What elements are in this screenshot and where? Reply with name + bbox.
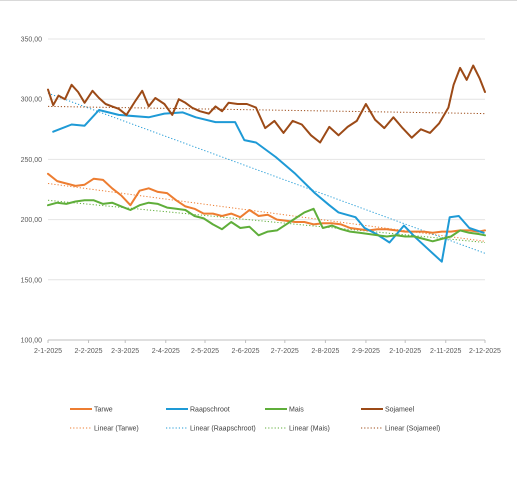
x-tick-label: 2-8-2025 (311, 348, 339, 355)
series-line (52, 109, 485, 263)
series-line (47, 172, 486, 234)
top-border (0, 0, 517, 1)
legend-label: Linear (Sojameel) (385, 426, 440, 433)
trendlines (47, 92, 486, 254)
legend-label: Linear (Raapschroot) (190, 426, 256, 433)
x-tick-label: 2-2-2025 (75, 348, 103, 355)
trendline (47, 105, 486, 115)
x-tick-label: 2-9-2025 (352, 348, 380, 355)
legend-label: Linear (Tarwe) (94, 426, 139, 433)
y-tick-label: 150,00 (21, 277, 43, 284)
x-tick-label: 2-12-2025 (469, 348, 501, 355)
x-tick-label: 2-10-2025 (389, 348, 421, 355)
x-tick-label: 2-7-2025 (271, 348, 299, 355)
y-tick-label: 250,00 (21, 157, 43, 164)
legend: Tarwe Raapschroot Mais Sojameel Linear (Tarw… (70, 407, 440, 433)
x-tick-label: 2-5-2025 (191, 348, 219, 355)
legend-label: Sojameel (385, 407, 415, 414)
legend-label: Mais (289, 407, 304, 414)
y-tick-label: 200,00 (21, 217, 43, 224)
y-tick-label: 300,00 (21, 97, 43, 104)
x-axis-labels: 2-1-2025 2-2-2025 2-3-2025 2-4-2025 2-5-2025… (34, 348, 501, 355)
series-line (47, 64, 486, 144)
y-axis-labels: 100,00 150,00 200,00 250,00 300,00 350,00 (21, 37, 43, 345)
y-tick-label: 100,00 (21, 338, 43, 345)
y-tick-label: 350,00 (21, 37, 43, 44)
series-line (47, 199, 486, 243)
x-tick-label: 2-6-2025 (232, 348, 260, 355)
legend-label: Tarwe (94, 407, 113, 414)
x-tick-label: 2-3-2025 (111, 348, 139, 355)
legend-label: Linear (Mais) (289, 426, 330, 433)
legend-label: Raapschroot (190, 407, 230, 414)
x-tick-label: 2-1-2025 (34, 348, 62, 355)
x-tick-label: 2-4-2025 (152, 348, 180, 355)
x-tick-label: 2-11-2025 (430, 348, 462, 355)
trendline (47, 199, 486, 243)
trendline (47, 92, 486, 254)
series-lines (47, 64, 486, 263)
gridlines (47, 38, 486, 343)
